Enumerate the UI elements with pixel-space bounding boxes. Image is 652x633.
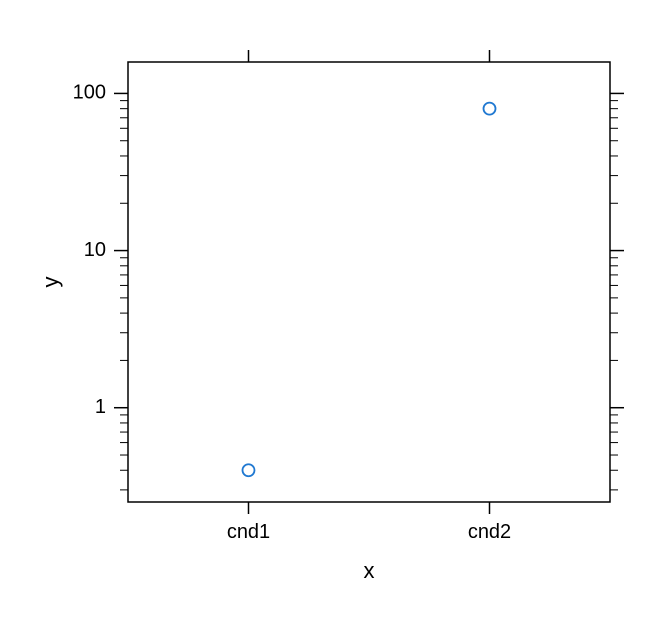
x-tick-label: cnd2 (468, 521, 511, 543)
y-tick-label: 1 (95, 396, 106, 418)
scatter-chart: 1 10 100 cnd1 cnd2 x y (0, 0, 652, 633)
y-axis-label: y (38, 277, 63, 288)
x-tick-label: cnd1 (227, 521, 270, 543)
chart-svg: 1 10 100 cnd1 cnd2 x y (0, 0, 652, 633)
x-axis-label: x (364, 558, 375, 583)
y-tick-label: 10 (84, 239, 106, 261)
y-tick-label: 100 (73, 82, 106, 104)
